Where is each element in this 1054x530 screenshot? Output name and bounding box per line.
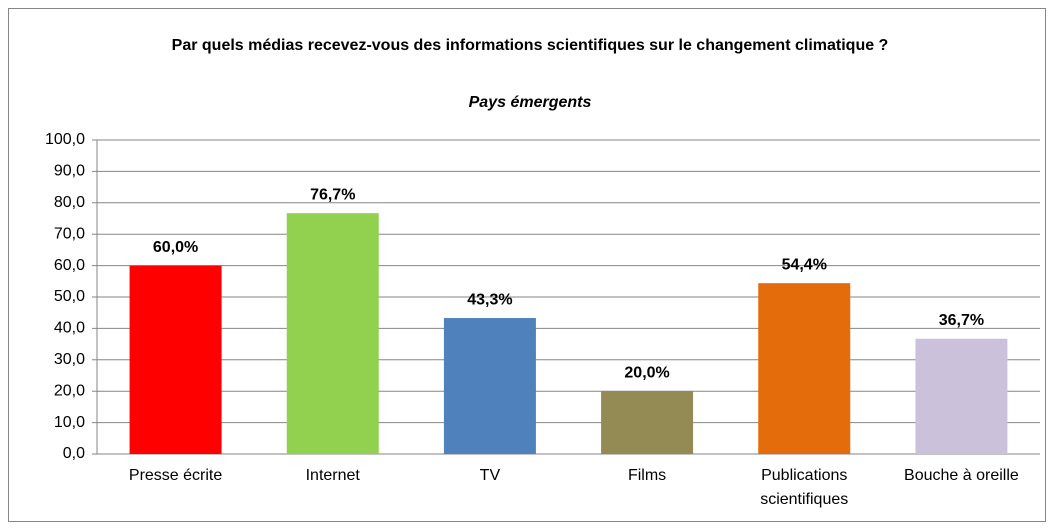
title-box: Par quels médias recevez-vous des inform…	[171, 37, 889, 54]
y-tick-label: 40,0	[54, 320, 85, 337]
chart-title: Par quels médias recevez-vous des inform…	[171, 37, 889, 54]
bar	[129, 265, 222, 454]
bar	[286, 213, 379, 454]
y-tick-label: 50,0	[54, 288, 85, 305]
y-tick-label: 80,0	[54, 194, 85, 211]
y-tick-label: 10,0	[54, 414, 85, 431]
y-tick-label: 100,0	[45, 131, 85, 148]
y-tick-label: 90,0	[54, 163, 85, 180]
x-tick-label: Publications scientifiques	[760, 467, 849, 508]
subtitle-box: Pays émergents	[468, 94, 592, 111]
value-label: 60,0%	[153, 239, 198, 256]
bar	[915, 338, 1008, 454]
x-label-box: Bouche à oreille	[904, 467, 1019, 484]
y-tick-label: 20,0	[54, 382, 85, 399]
x-tick-label: Internet	[305, 467, 360, 484]
bar	[443, 318, 536, 454]
value-label: 43,3%	[467, 291, 512, 308]
x-label-box: Presse écrite	[128, 467, 223, 484]
x-tick-label: Films	[627, 467, 667, 484]
y-tick-label: 60,0	[54, 257, 85, 274]
x-label-box: TV	[479, 467, 501, 484]
y-tick-label: 0,0	[63, 445, 85, 462]
bar	[601, 391, 694, 454]
value-label: 36,7%	[939, 312, 984, 329]
x-label-box: Publications scientifiques	[760, 467, 849, 508]
value-label: 54,4%	[782, 256, 827, 273]
value-label: 20,0%	[624, 364, 669, 381]
chart-subtitle: Pays émergents	[468, 94, 592, 111]
x-label-box: Films	[627, 467, 667, 484]
x-tick-label: Bouche à oreille	[904, 467, 1019, 484]
x-label-box: Internet	[305, 467, 360, 484]
x-tick-label: Presse écrite	[128, 467, 223, 484]
bar	[758, 283, 851, 454]
value-label: 76,7%	[310, 186, 355, 203]
y-tick-label: 30,0	[54, 351, 85, 368]
x-tick-label: TV	[479, 467, 501, 484]
y-tick-label: 70,0	[54, 225, 85, 242]
